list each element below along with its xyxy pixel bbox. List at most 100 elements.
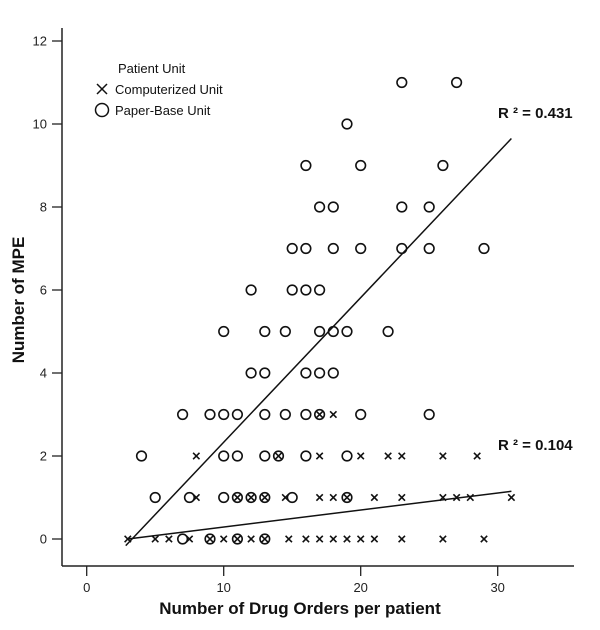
point-paper-base xyxy=(451,76,463,89)
point-computerized xyxy=(219,535,228,543)
point-paper-base xyxy=(314,408,326,421)
point-computerized xyxy=(398,493,406,502)
point-paper-base xyxy=(245,284,257,296)
point-paper-base xyxy=(204,408,216,421)
point-paper-base xyxy=(355,242,367,255)
point-computerized xyxy=(343,493,351,502)
legend-circle-icon xyxy=(94,102,110,118)
point-computerized xyxy=(356,452,365,460)
point-computerized xyxy=(398,535,406,543)
point-paper-base xyxy=(314,284,326,296)
legend-label-computerized: Computerized Unit xyxy=(115,82,223,97)
point-paper-base xyxy=(231,408,243,421)
point-paper-base xyxy=(259,325,271,338)
point-paper-base xyxy=(341,118,353,130)
point-computerized xyxy=(233,493,242,502)
x-tick-label: 20 xyxy=(353,580,367,595)
point-paper-base xyxy=(218,491,230,504)
point-computerized xyxy=(261,493,269,502)
point-computerized xyxy=(315,493,324,502)
point-paper-base xyxy=(341,491,353,504)
fit-line-paper xyxy=(125,138,512,547)
point-paper-base xyxy=(314,325,326,338)
point-computerized xyxy=(165,535,173,543)
y-axis-title: Number of MPE xyxy=(9,237,28,364)
point-computerized xyxy=(206,535,214,543)
point-paper-base xyxy=(437,159,449,172)
point-paper-base xyxy=(177,533,189,545)
point-computerized xyxy=(466,493,475,502)
x-tick-label: 10 xyxy=(216,580,230,595)
point-computerized xyxy=(439,535,447,543)
point-paper-base xyxy=(183,491,196,504)
point-paper-base xyxy=(259,450,271,462)
point-paper-base xyxy=(396,242,408,255)
point-paper-base xyxy=(300,159,312,172)
x-tick-label: 30 xyxy=(490,580,504,595)
point-paper-base xyxy=(382,325,394,338)
point-paper-base xyxy=(341,325,353,338)
point-paper-base xyxy=(245,367,257,379)
point-computerized xyxy=(329,535,338,543)
legend-title: Patient Unit xyxy=(118,61,186,76)
point-paper-base xyxy=(218,325,230,338)
point-computerized xyxy=(370,493,379,502)
x-tick-label: 0 xyxy=(83,580,90,595)
point-paper-base xyxy=(300,450,312,462)
point-computerized xyxy=(285,535,293,543)
point-computerized xyxy=(384,452,392,460)
point-paper-base xyxy=(286,284,298,296)
point-computerized xyxy=(473,452,481,460)
point-paper-base xyxy=(478,242,490,255)
y-tick-label: 4 xyxy=(40,366,47,381)
y-ticks: 0 2 4 6 8 10 12 xyxy=(33,34,62,547)
point-paper-base xyxy=(327,242,339,255)
point-paper-base xyxy=(259,533,271,545)
point-paper-base xyxy=(341,450,353,462)
point-paper-base xyxy=(327,325,339,338)
point-paper-base xyxy=(218,450,230,462)
y-tick-label: 8 xyxy=(40,200,47,215)
point-paper-base xyxy=(327,201,339,213)
point-computerized xyxy=(315,410,324,419)
point-paper-base xyxy=(218,408,230,421)
legend-label-paper: Paper-Base Unit xyxy=(115,103,211,118)
point-computerized xyxy=(343,535,351,543)
point-computerized xyxy=(247,493,255,502)
point-paper-base xyxy=(423,201,435,213)
point-paper-base xyxy=(231,491,243,504)
point-paper-base xyxy=(286,242,298,255)
point-paper-base xyxy=(259,491,271,504)
point-computerized xyxy=(439,452,447,460)
y-tick-label: 6 xyxy=(40,283,47,298)
point-paper-base xyxy=(423,242,435,255)
point-paper-base xyxy=(245,491,257,504)
y-tick-label: 2 xyxy=(40,449,47,464)
point-paper-base xyxy=(314,201,326,213)
point-paper-base xyxy=(177,408,189,421)
point-paper-base xyxy=(314,367,326,379)
point-computerized xyxy=(124,535,132,543)
point-computerized xyxy=(302,535,310,543)
point-computerized xyxy=(151,535,159,543)
point-computerized xyxy=(315,452,324,460)
point-computerized xyxy=(507,493,516,502)
y-tick-label: 0 xyxy=(40,532,47,547)
point-computerized xyxy=(370,535,379,543)
point-paper-base xyxy=(300,284,312,296)
point-computerized xyxy=(274,452,283,460)
point-paper-base xyxy=(327,367,339,379)
point-paper-base xyxy=(423,408,435,421)
legend-x-icon xyxy=(96,83,108,95)
point-paper-base xyxy=(135,450,148,462)
x-ticks: 0 10 20 30 xyxy=(83,566,505,595)
point-computerized xyxy=(233,535,242,543)
point-computerized xyxy=(329,410,338,419)
point-computerized xyxy=(452,493,461,502)
point-computerized xyxy=(480,535,488,543)
point-paper-base xyxy=(396,201,408,213)
point-computerized xyxy=(192,452,201,460)
point-paper-base xyxy=(300,367,312,379)
point-computerized xyxy=(261,535,269,543)
